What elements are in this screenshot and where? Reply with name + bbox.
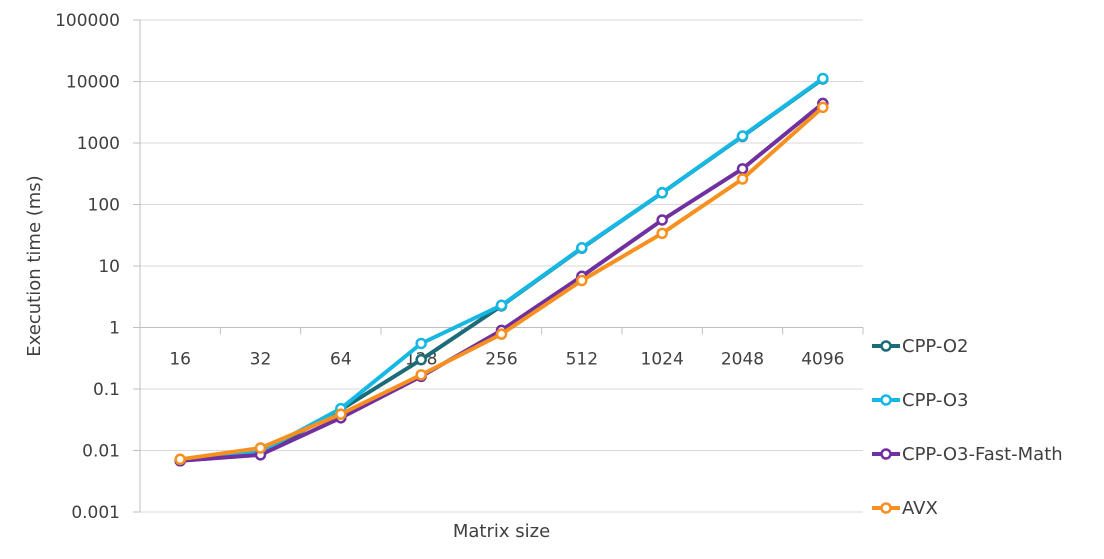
- legend-item: CPP-O3: [872, 390, 969, 411]
- x-tick-label: 64: [330, 350, 352, 370]
- series-lines: [174, 72, 829, 467]
- x-tick-label: 512: [566, 350, 598, 370]
- y-tick-label: 1: [109, 319, 120, 339]
- data-point: [736, 130, 749, 142]
- series-cpp-o2: [174, 73, 829, 467]
- y-axis-title: Execution time (ms): [24, 175, 45, 356]
- series-line: [178, 101, 825, 463]
- legend-item: CPP-O2: [872, 336, 969, 357]
- x-axis-title: Matrix size: [453, 521, 550, 542]
- data-point: [736, 173, 749, 185]
- data-point: [817, 101, 829, 114]
- data-point: [495, 299, 508, 312]
- data-point: [415, 369, 427, 381]
- x-tick-label: 256: [485, 350, 517, 370]
- data-point: [415, 353, 427, 366]
- series-line: [178, 76, 825, 463]
- y-tick-label: 0.1: [93, 380, 120, 400]
- legend-label: CPP-O3: [902, 390, 969, 411]
- data-point: [415, 337, 427, 350]
- data-point: [736, 163, 749, 175]
- x-tick-label: 16: [169, 350, 191, 370]
- y-tick-label: 0.001: [71, 503, 120, 523]
- legend-label: CPP-O3-Fast-Math: [902, 444, 1063, 465]
- legend-marker: [880, 340, 892, 352]
- legend: CPP-O2 CPP-O3 CPP-O3-Fast-Math AVX: [872, 336, 1063, 519]
- x-tick-label: 32: [250, 350, 272, 370]
- y-tick-label: 10000: [66, 73, 120, 93]
- data-point: [817, 72, 829, 85]
- x-tick-label: 4096: [801, 350, 844, 370]
- y-tick-label: 0.01: [82, 442, 120, 462]
- x-tick-label: 1024: [641, 350, 684, 370]
- legend-item: CPP-O3-Fast-Math: [872, 444, 1063, 465]
- series-cpp-o3: [174, 72, 829, 467]
- data-point: [495, 328, 508, 340]
- series-cpp-o3-fast-math: [174, 97, 829, 467]
- data-point: [335, 408, 347, 420]
- series-avx: [174, 101, 829, 466]
- y-tick-label: 1000: [77, 134, 120, 154]
- legend-item: AVX: [872, 498, 938, 519]
- data-point: [656, 227, 668, 240]
- legend-marker: [880, 394, 892, 406]
- y-tick-label: 10: [98, 257, 120, 277]
- data-point: [174, 453, 186, 466]
- gridlines: [140, 19, 863, 513]
- data-point: [576, 242, 588, 254]
- legend-label: CPP-O2: [902, 336, 969, 357]
- y-tick-label: 100000: [55, 11, 120, 31]
- data-point: [254, 442, 267, 454]
- series-line: [178, 77, 825, 463]
- data-point: [656, 187, 668, 199]
- data-point: [576, 274, 588, 287]
- legend-marker: [880, 448, 892, 460]
- legend-marker: [880, 502, 892, 514]
- x-tick-label: 2048: [721, 350, 764, 370]
- y-tick-label: 100: [88, 196, 120, 216]
- series-line: [178, 105, 825, 462]
- legend-label: AVX: [902, 498, 938, 519]
- axes: 0.001 0.01 0.1 1 10 100 1000 10000 100000 16 32 64 1…: [55, 11, 864, 523]
- data-point: [656, 214, 668, 226]
